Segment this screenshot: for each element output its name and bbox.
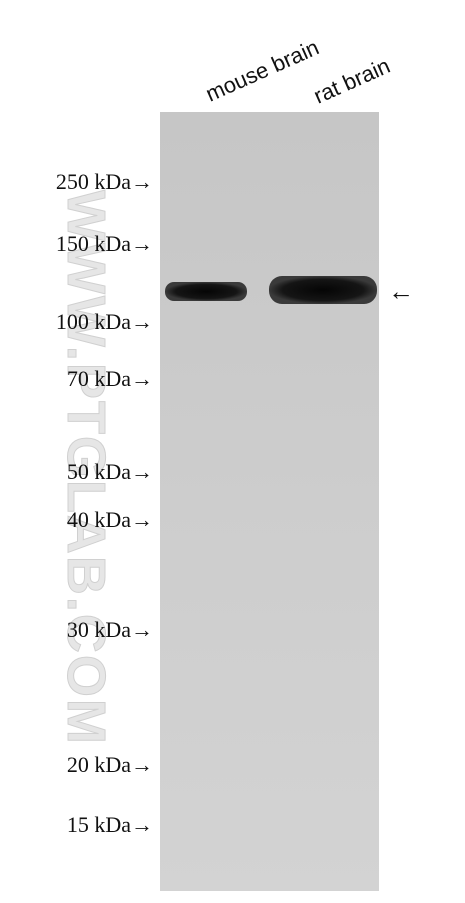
band-arrow: ←: [388, 277, 414, 306]
marker-label: 30 kDa→: [67, 617, 153, 642]
marker-label: 15 kDa→: [67, 812, 153, 837]
watermark: WWW.PTGLAB.COM: [56, 190, 116, 746]
lane-label: mouse brain: [202, 34, 323, 106]
band: [165, 282, 247, 301]
blot-membrane: [160, 112, 379, 891]
marker-label: 250 kDa→: [56, 169, 153, 194]
marker-label: 20 kDa→: [67, 752, 153, 777]
marker-label: 150 kDa→: [56, 231, 153, 256]
marker-label: 40 kDa→: [67, 507, 153, 532]
marker-label: 100 kDa→: [56, 309, 153, 334]
band: [269, 276, 377, 304]
marker-label: 70 kDa→: [67, 366, 153, 391]
lane-label: rat brain: [310, 53, 394, 109]
marker-label: 50 kDa→: [67, 459, 153, 484]
